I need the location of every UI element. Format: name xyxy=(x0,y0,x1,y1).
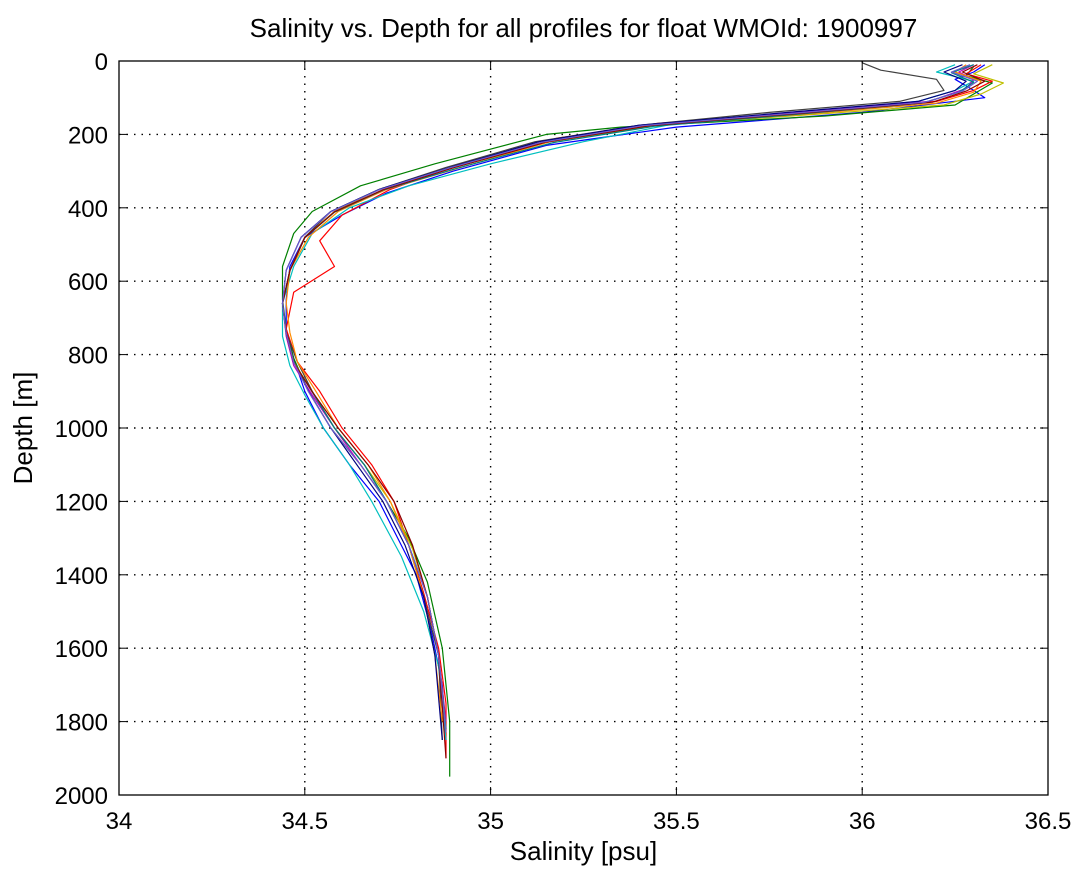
grid-lines xyxy=(119,61,1048,795)
y-tick-label: 800 xyxy=(68,343,108,370)
profile-line-10 xyxy=(281,64,975,729)
x-tick-label: 36 xyxy=(849,808,876,835)
y-tick-label: 600 xyxy=(68,269,108,296)
profile-line-12 xyxy=(281,64,979,733)
profile-line-8 xyxy=(285,64,982,722)
profile-line-3 xyxy=(285,64,993,759)
profile-line-4 xyxy=(281,64,975,741)
x-tick-label: 35.5 xyxy=(653,808,700,835)
profile-line-11 xyxy=(281,64,986,759)
y-tick-label: 1400 xyxy=(55,563,108,590)
profile-line-2 xyxy=(281,66,993,777)
y-tick-label: 1000 xyxy=(55,416,108,443)
y-tick-label: 1200 xyxy=(55,489,108,516)
plot-area-frame xyxy=(118,60,1049,796)
profile-line-5 xyxy=(281,64,975,722)
profile-line-6 xyxy=(281,64,1005,729)
y-tick-label: 200 xyxy=(68,122,108,149)
y-tick-label: 2000 xyxy=(55,783,108,810)
x-tick-label: 36.5 xyxy=(1025,808,1072,835)
profile-lines xyxy=(281,62,1005,777)
chart-title: Salinity vs. Depth for all profiles for … xyxy=(250,13,918,43)
axis-ticks: 34 34.5 35 35.5 36 36.5 0 200 400 600 800 1000 1200 1… xyxy=(55,49,1072,835)
y-tick-label: 0 xyxy=(95,49,108,76)
y-tick-label: 1600 xyxy=(55,636,108,663)
y-tick-label: 400 xyxy=(68,196,108,223)
y-axis-label: Depth [m] xyxy=(8,372,38,485)
profile-line-1 xyxy=(285,64,986,741)
profile-line-7 xyxy=(281,62,945,741)
x-tick-label: 35 xyxy=(477,808,504,835)
x-tick-label: 34 xyxy=(106,808,133,835)
y-tick-label: 1800 xyxy=(55,710,108,737)
profile-line-9 xyxy=(281,64,967,741)
x-axis-label: Salinity [psu] xyxy=(510,836,657,866)
x-tick-label: 34.5 xyxy=(281,808,328,835)
